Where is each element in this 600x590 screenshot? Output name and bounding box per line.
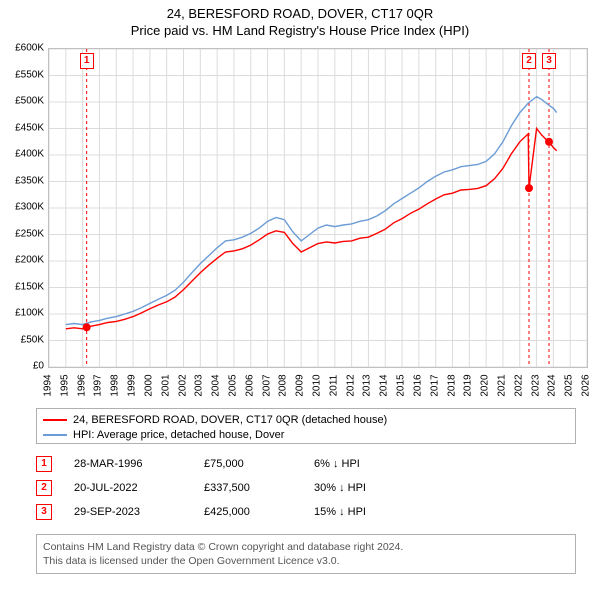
chart-title: 24, BERESFORD ROAD, DOVER, CT17 0QR <box>0 0 600 21</box>
x-tick-label: 2007 <box>261 371 272 401</box>
x-tick-label: 2017 <box>429 371 440 401</box>
legend-row-property: 24, BERESFORD ROAD, DOVER, CT17 0QR (det… <box>43 412 569 427</box>
x-tick-label: 2025 <box>564 371 575 401</box>
legend-swatch-hpi <box>43 434 67 436</box>
x-tick-label: 2015 <box>396 371 407 401</box>
y-tick-label: £250K <box>15 228 44 239</box>
x-tick-label: 2004 <box>211 371 222 401</box>
x-tick-label: 2021 <box>496 371 507 401</box>
legend-swatch-property <box>43 419 67 421</box>
attribution-line1: Contains HM Land Registry data © Crown c… <box>43 540 569 554</box>
x-tick-label: 2019 <box>463 371 474 401</box>
y-tick-label: £400K <box>15 149 44 160</box>
sales-row-price: £425,000 <box>204 506 314 518</box>
x-tick-label: 2014 <box>379 371 390 401</box>
sales-row-badge: 1 <box>36 456 52 472</box>
x-tick-label: 2005 <box>227 371 238 401</box>
x-tick-label: 1999 <box>127 371 138 401</box>
x-tick-label: 2010 <box>312 371 323 401</box>
chart-plot-area: 1 23 <box>48 48 588 368</box>
y-tick-label: £100K <box>15 308 44 319</box>
y-tick-label: £450K <box>15 122 44 133</box>
x-tick-label: 1998 <box>110 371 121 401</box>
x-tick-label: 2016 <box>412 371 423 401</box>
x-tick-label: 1995 <box>59 371 70 401</box>
sales-row-badge: 2 <box>36 480 52 496</box>
sales-row-diff: 6% ↓ HPI <box>314 458 434 470</box>
y-tick-label: £500K <box>15 96 44 107</box>
y-tick-label: £50K <box>21 334 44 345</box>
attribution-line2: This data is licensed under the Open Gov… <box>43 554 569 568</box>
sales-row-price: £337,500 <box>204 482 314 494</box>
x-tick-label: 2020 <box>480 371 491 401</box>
sales-row-date: 29-SEP-2023 <box>74 506 204 518</box>
sales-row-date: 20-JUL-2022 <box>74 482 204 494</box>
x-tick-label: 2023 <box>530 371 541 401</box>
sale-marker-badge: 1 <box>80 53 94 69</box>
sale-marker-badge: 3 <box>542 53 556 69</box>
legend-label-property: 24, BERESFORD ROAD, DOVER, CT17 0QR (det… <box>73 414 387 426</box>
legend-row-hpi: HPI: Average price, detached house, Dove… <box>43 427 569 442</box>
chart-svg <box>49 49 587 367</box>
x-tick-label: 1996 <box>76 371 87 401</box>
x-tick-label: 2003 <box>194 371 205 401</box>
x-tick-label: 2012 <box>345 371 356 401</box>
y-tick-label: £550K <box>15 69 44 80</box>
y-tick-label: £200K <box>15 255 44 266</box>
y-tick-label: £150K <box>15 281 44 292</box>
x-tick-label: 2026 <box>581 371 592 401</box>
sales-markers-table: 1 28-MAR-1996£75,0006% ↓ HPI 2 20-JUL-2022£… <box>36 452 576 524</box>
legend: 24, BERESFORD ROAD, DOVER, CT17 0QR (det… <box>36 408 576 444</box>
x-tick-label: 2018 <box>446 371 457 401</box>
sales-table-row: 2 20-JUL-2022£337,50030% ↓ HPI <box>36 476 576 500</box>
y-tick-label: £300K <box>15 202 44 213</box>
y-tick-label: £600K <box>15 43 44 54</box>
x-tick-label: 2008 <box>278 371 289 401</box>
x-tick-label: 2000 <box>143 371 154 401</box>
x-tick-label: 2011 <box>328 371 339 401</box>
sales-table-row: 3 29-SEP-2023£425,00015% ↓ HPI <box>36 500 576 524</box>
x-tick-label: 2006 <box>244 371 255 401</box>
sales-row-badge: 3 <box>36 504 52 520</box>
sales-row-diff: 15% ↓ HPI <box>314 506 434 518</box>
sales-row-diff: 30% ↓ HPI <box>314 482 434 494</box>
x-tick-label: 2001 <box>160 371 171 401</box>
y-tick-label: £350K <box>15 175 44 186</box>
x-tick-label: 2013 <box>362 371 373 401</box>
legend-label-hpi: HPI: Average price, detached house, Dove… <box>73 429 284 441</box>
x-tick-label: 1997 <box>93 371 104 401</box>
attribution-footer: Contains HM Land Registry data © Crown c… <box>36 534 576 574</box>
x-tick-label: 2009 <box>295 371 306 401</box>
x-axis-labels: 1994199519961997199819992000200120022003… <box>48 368 586 402</box>
sale-marker-badge: 2 <box>522 53 536 69</box>
sales-row-date: 28-MAR-1996 <box>74 458 204 470</box>
x-tick-label: 1994 <box>43 371 54 401</box>
x-tick-label: 2024 <box>547 371 558 401</box>
chart-subtitle: Price paid vs. HM Land Registry's House … <box>0 21 600 42</box>
y-axis-labels: £0£50K£100K£150K£200K£250K£300K£350K£400… <box>0 48 46 366</box>
sales-table-row: 1 28-MAR-1996£75,0006% ↓ HPI <box>36 452 576 476</box>
sales-row-price: £75,000 <box>204 458 314 470</box>
x-tick-label: 2002 <box>177 371 188 401</box>
x-tick-label: 2022 <box>513 371 524 401</box>
